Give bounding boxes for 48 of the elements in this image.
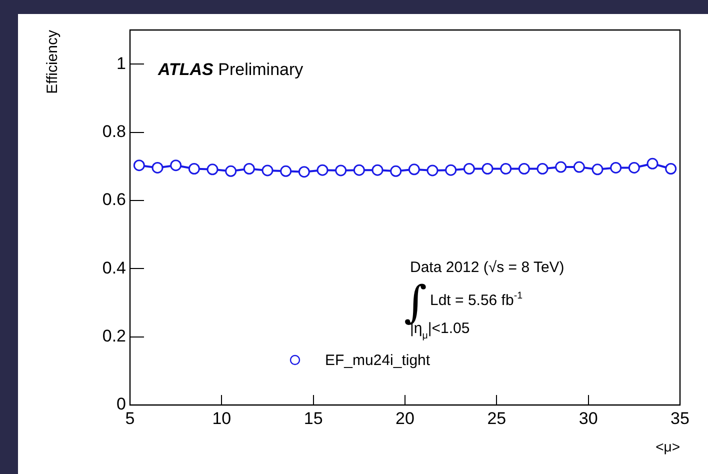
- annotation: Data 2012 (√s = 8 TeV): [410, 259, 564, 276]
- annotation: ATLAS Preliminary: [157, 60, 304, 79]
- x-tick-label: 15: [304, 408, 323, 428]
- x-tick-label: 35: [670, 408, 690, 428]
- point: [243, 163, 255, 174]
- point: [152, 162, 164, 174]
- point: [262, 164, 274, 176]
- x-tick-label: 30: [578, 408, 598, 428]
- point: [316, 164, 328, 176]
- point: [482, 163, 494, 174]
- point: [335, 164, 347, 176]
- y-tick-label: 0.4: [102, 258, 126, 278]
- point: [408, 164, 420, 176]
- point: [280, 165, 292, 177]
- point: [445, 164, 457, 176]
- y-tick-label: 1: [116, 54, 126, 73]
- point: [170, 160, 182, 172]
- point: [133, 160, 145, 172]
- point: [518, 163, 530, 174]
- y-tick-label: 0.6: [102, 190, 126, 210]
- point: [372, 164, 384, 176]
- x-tick-label: 10: [212, 408, 232, 428]
- point: [353, 164, 365, 176]
- point: [610, 162, 622, 174]
- y-tick-label: 0: [116, 394, 126, 414]
- point: [463, 163, 475, 174]
- point: [390, 165, 402, 177]
- y-tick-label: 0.2: [102, 326, 126, 346]
- point: [206, 164, 218, 176]
- point: [298, 166, 310, 178]
- x-tick-label: 20: [396, 408, 414, 428]
- point: [426, 164, 438, 176]
- x-tick-label: 5: [125, 408, 135, 428]
- point: [536, 163, 548, 174]
- point: [188, 163, 200, 174]
- point: [592, 164, 604, 176]
- x-tick-label: 25: [487, 408, 506, 428]
- x-axis-title: <μ>: [656, 438, 680, 454]
- point: [646, 158, 658, 170]
- point: [555, 161, 567, 173]
- y-axis-title: Efficiency: [44, 30, 62, 94]
- point: [628, 162, 640, 174]
- y-tick-label: 0.8: [102, 122, 126, 141]
- point: [573, 161, 585, 173]
- legend-label: EF_mu24i_tight: [325, 352, 431, 369]
- point: [665, 163, 677, 174]
- point: [225, 165, 237, 177]
- point: [500, 163, 512, 174]
